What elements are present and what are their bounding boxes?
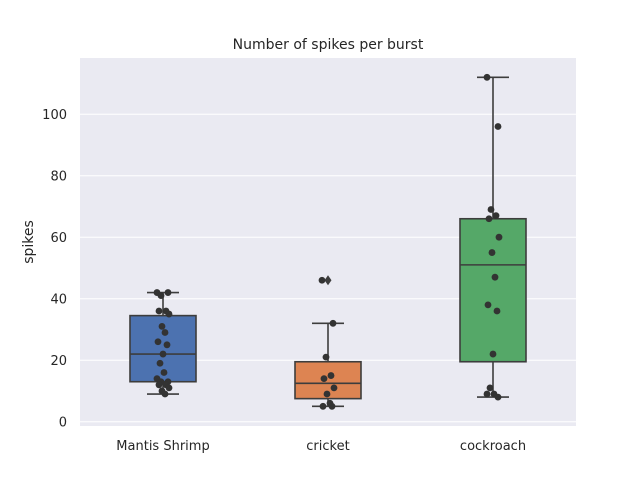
data-point [483,73,491,81]
data-point [164,289,172,296]
data-point [319,402,327,410]
x-tick-label: cricket [306,439,349,454]
data-point [492,212,500,220]
data-point [156,359,164,367]
y-tick-label: 20 [50,354,67,369]
data-point [322,353,330,361]
y-tick-label: 100 [42,108,67,123]
data-point [155,381,163,389]
y-tick-label: 80 [50,170,67,185]
data-point [488,249,496,256]
data-point [487,206,495,213]
data-point [320,375,328,383]
data-point [483,390,491,398]
data-point [155,307,163,315]
y-tick-label: 40 [50,293,67,308]
y-tick-labels: 0 20 40 60 80 100 [42,108,67,431]
y-tick-label: 60 [50,231,67,246]
data-point [165,384,173,392]
x-tick-label: Mantis Shrimp [116,439,209,454]
data-point [484,301,492,309]
data-point [328,402,336,410]
y-tick-label: 0 [59,416,67,431]
data-point [157,292,165,300]
data-point [159,350,167,358]
data-point [160,369,168,376]
data-point [329,319,337,327]
data-point [163,341,171,349]
data-point [491,273,499,281]
data-point [493,307,501,315]
data-point [485,215,493,223]
x-tick-label: cockroach [460,439,526,454]
data-point [161,329,169,336]
data-point [318,276,326,284]
x-tick-labels: Mantis Shrimp cricket cockroach [116,439,526,454]
chart-title: Number of spikes per burst [233,37,424,53]
data-point [489,350,497,358]
y-axis-label: spikes [21,220,37,264]
data-point [330,384,338,392]
data-point [327,372,335,379]
outlier-marker [324,275,332,286]
data-point [154,338,162,346]
data-point [158,322,166,330]
data-point [495,233,503,241]
data-point [494,123,502,130]
box-group-2 [459,76,527,398]
data-point [486,384,494,392]
data-point [165,310,173,318]
data-point [494,393,502,401]
data-point [323,390,331,398]
data-point [161,390,169,398]
box-iqr [459,217,527,363]
strip-points [153,73,503,410]
